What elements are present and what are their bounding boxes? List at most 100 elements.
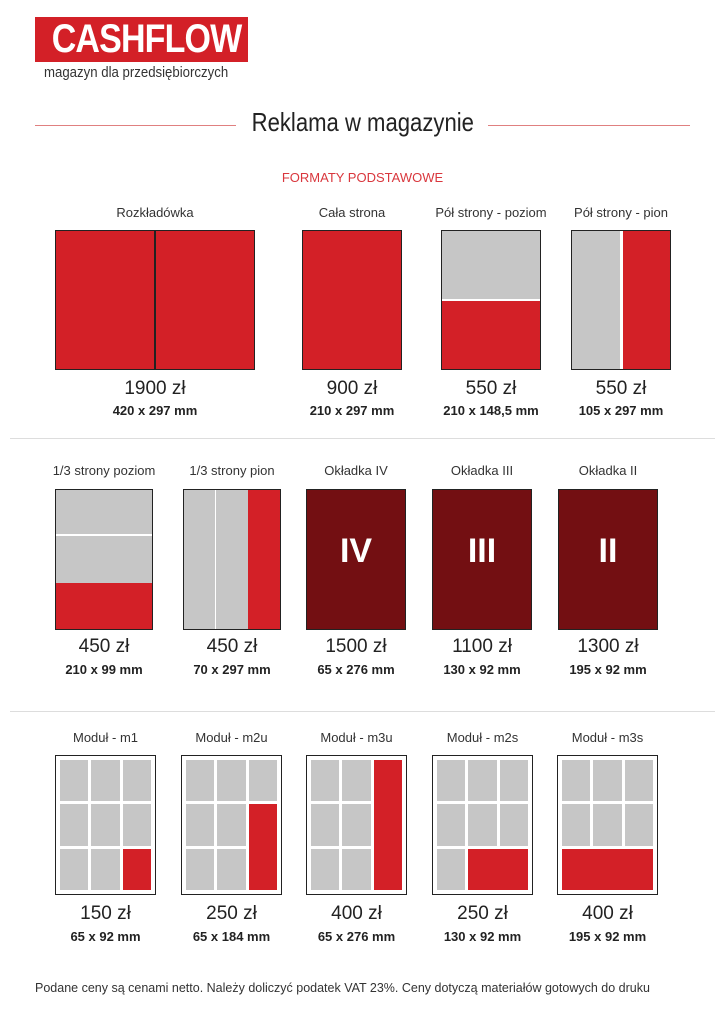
format-size: 65 x 92 mm [70,929,141,944]
format-preview [302,230,402,370]
module-grid [186,760,277,890]
module-cell [217,760,246,802]
cover-number: II [598,532,618,570]
page-area [56,490,152,535]
format-price: 1500 zł [325,636,387,657]
format-label: Okładka III [450,463,514,478]
module-cell [624,804,653,846]
page-area [215,490,249,629]
tagline: magazyn dla przedsiębiorczych [44,64,229,81]
format-label: Moduł - m3s [571,730,644,745]
format-price: 400 zł [582,903,633,924]
ad-area [562,848,653,890]
format-preview: III [432,489,532,630]
format-size: 130 x 92 mm [443,662,521,677]
module-cell [499,804,528,846]
section-subtitle: FORMATY PODSTAWOWE [281,170,444,185]
format-preview [557,755,658,895]
page-area [442,231,540,299]
module-cell [186,848,215,890]
format-price: 450 zł [206,636,258,657]
format-size: 420 x 297 mm [112,403,198,418]
module-cell [217,804,246,846]
spine-line [154,231,156,369]
format-preview [181,755,282,895]
module-cell [91,804,120,846]
logo-text: CASHFLOW [51,17,242,61]
format-label: Cała strona [318,205,386,220]
format-label: Moduł - m3u [320,730,393,745]
ad-area [248,804,277,890]
format-size: 210 x 148,5 mm [443,403,539,418]
module-cell [562,804,591,846]
module-cell [468,760,497,802]
module-cell [342,804,371,846]
module-cell [217,848,246,890]
page-area [184,490,215,629]
module-cell [342,760,371,802]
title-rule-right [488,125,690,126]
format-preview [55,755,156,895]
module-cell [60,804,89,846]
cover-number: III [467,532,497,570]
cashflow-logo: CASHFLOW [35,17,248,62]
cover-number: IV [339,532,373,570]
ad-area [303,231,401,369]
module-cell [624,760,653,802]
format-size: 130 x 92 mm [443,929,522,944]
format-label: Moduł - m2u [195,730,268,745]
module-grid [311,760,402,890]
format-price: 400 zł [331,903,382,924]
format-preview [432,755,533,895]
footer-note: Podane ceny są cenami netto. Należy doli… [35,981,650,995]
format-price: 550 zł [465,378,517,399]
module-cell [311,848,340,890]
format-label: Pół strony - pion [574,205,668,220]
title-rule-left [35,125,236,126]
format-preview [55,489,153,630]
format-price: 550 zł [595,378,647,399]
format-size: 65 x 276 mm [317,662,395,677]
module-grid [437,760,528,890]
format-size: 65 x 276 mm [317,929,396,944]
module-grid [562,760,653,890]
module-cell [122,804,151,846]
cover-area [307,490,405,629]
ad-area [56,583,152,629]
format-label: Okładka IV [324,463,388,478]
format-price: 450 zł [78,636,130,657]
module-cell [186,804,215,846]
format-size: 210 x 99 mm [65,662,143,677]
module-cell [60,848,89,890]
format-label: 1/3 strony poziom [52,463,156,478]
cover-area [559,490,657,629]
format-preview: II [558,489,658,630]
ad-area [468,848,528,890]
module-cell [593,804,622,846]
format-label: Rozkładówka [116,205,194,220]
format-price: 1300 zł [577,636,639,657]
cover-area [433,490,531,629]
format-price: 1100 zł [452,636,512,657]
format-preview [55,230,255,370]
format-size: 210 x 297 mm [309,403,395,418]
format-size: 195 x 92 mm [568,929,647,944]
page-area [572,231,621,369]
module-cell [593,760,622,802]
module-cell [248,760,277,802]
row-divider [10,438,715,439]
module-cell [562,760,591,802]
format-preview [183,489,281,630]
ad-area [373,760,402,890]
format-price: 250 zł [457,903,508,924]
row-divider [10,711,715,712]
format-size: 65 x 184 mm [192,929,271,944]
format-size: 70 x 297 mm [193,662,271,677]
ad-area [622,231,670,369]
format-price: 150 zł [80,903,131,924]
module-cell [437,760,466,802]
format-label: Okładka II [578,463,638,478]
page-title-text: Reklama w magazynie [251,107,474,137]
format-preview [441,230,541,370]
format-price: 1900 zł [124,378,186,399]
